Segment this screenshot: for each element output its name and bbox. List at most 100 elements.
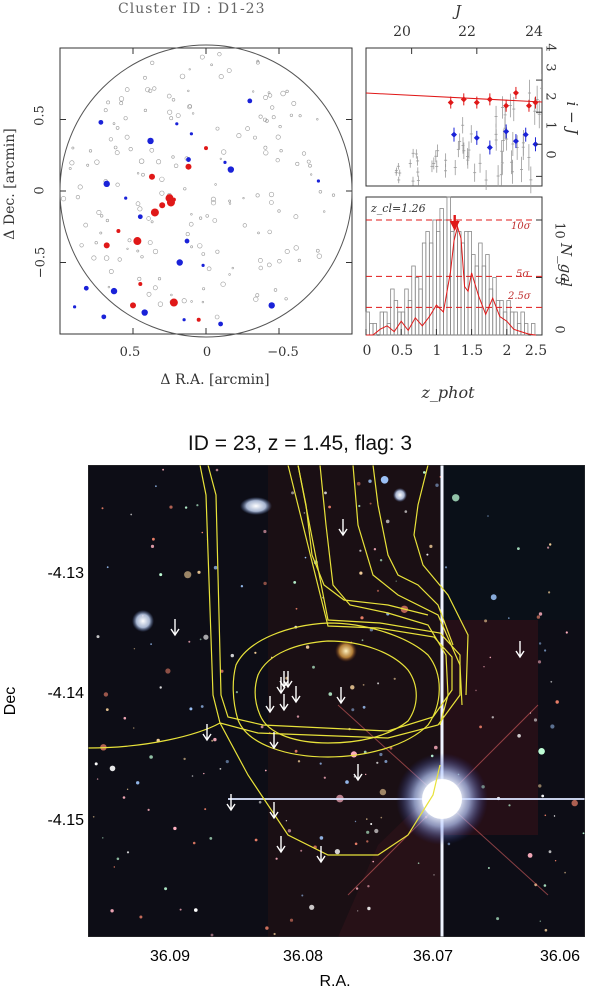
image-y-tick-1: -4.13 — [47, 565, 84, 582]
sky-background-source — [152, 248, 159, 255]
sky-y-tick-2: 0 — [32, 186, 48, 195]
sky-background-source — [119, 101, 124, 106]
member-arrow-icon — [170, 619, 180, 637]
field-source — [293, 581, 297, 584]
field-source — [287, 829, 292, 833]
significance-curve — [366, 225, 542, 336]
sky-background-source — [96, 210, 102, 216]
field-source — [366, 818, 368, 820]
sky-background-source — [117, 257, 122, 262]
field-source — [554, 860, 557, 862]
sky-background-source — [267, 229, 272, 235]
sky-background-source — [270, 105, 275, 110]
sky-background-source — [190, 213, 193, 216]
sky-red-member — [133, 237, 142, 246]
sky-blue-member — [247, 98, 253, 104]
dark-panel-right — [440, 465, 585, 620]
sky-background-source — [107, 285, 111, 289]
sky-background-source — [169, 116, 174, 121]
field-source — [106, 566, 109, 569]
member-arrow-icon — [269, 802, 279, 820]
sky-background-source — [257, 231, 260, 235]
bright-star-core — [422, 779, 462, 819]
sky-background-source — [201, 252, 206, 256]
field-source — [319, 836, 324, 840]
field-source — [363, 750, 367, 754]
sky-background-source — [181, 298, 187, 304]
field-source — [384, 760, 388, 763]
sky-background-source — [228, 202, 232, 205]
sky-background-source — [106, 100, 111, 105]
image-x-tick-2: 36.08 — [282, 948, 324, 965]
sky-background-source — [91, 255, 97, 261]
field-source — [355, 887, 359, 890]
sky-blue-member — [182, 318, 186, 322]
top-figure: Cluster ID : D1-23 Δ Dec. [arcmin] Δ R.A… — [0, 0, 600, 410]
sky-background-source — [253, 135, 257, 140]
field-source — [538, 612, 543, 616]
field-source — [200, 705, 204, 708]
field-source — [273, 932, 276, 936]
cluster-bcg — [335, 640, 357, 662]
sky-background-source — [221, 149, 227, 155]
cmd-right-tick-1: 1 — [542, 121, 558, 130]
sky-background-source — [298, 114, 302, 118]
sky-background-source — [152, 86, 157, 91]
field-source — [417, 862, 420, 864]
sky-background-source — [269, 200, 274, 205]
field-source — [328, 505, 331, 509]
member-arrow-icon — [336, 687, 346, 705]
sky-background-source — [112, 122, 116, 125]
cmd-blue-member — [532, 141, 539, 148]
field-source — [565, 631, 568, 634]
field-source — [373, 548, 377, 551]
field-source — [358, 504, 361, 508]
sky-map-plot — [59, 44, 353, 338]
sigma-label-10: 10σ — [511, 221, 531, 232]
sky-background-source — [199, 216, 203, 220]
field-source — [183, 757, 186, 761]
field-source — [165, 668, 171, 674]
sky-background-source — [108, 269, 114, 274]
sky-background-source — [258, 265, 263, 271]
sky-background-source — [156, 159, 162, 165]
sky-background-source — [141, 172, 145, 177]
image-x-label: R.A. — [319, 973, 351, 990]
sky-background-source — [183, 187, 187, 191]
sky-background-source — [278, 124, 282, 129]
field-source — [258, 800, 262, 804]
field-source — [544, 649, 547, 652]
sky-background-source — [124, 134, 130, 140]
field-source — [367, 885, 370, 888]
sky-x-tick-1: 0.5 — [119, 345, 141, 360]
field-source — [544, 814, 547, 817]
sky-background-source — [79, 243, 84, 248]
field-source — [291, 491, 295, 495]
sky-background-source — [256, 59, 260, 63]
field-source — [184, 571, 192, 579]
field-source — [491, 716, 494, 719]
field-source — [133, 648, 136, 650]
sky-blue-member — [101, 314, 107, 320]
density-contours — [88, 465, 469, 856]
field-source — [296, 715, 300, 718]
field-source — [210, 933, 214, 937]
star-top-center — [393, 488, 407, 502]
hist-x-tick-0p5: 0.5 — [390, 343, 414, 359]
sky-background-source — [143, 75, 147, 80]
sky-background-source — [236, 133, 242, 139]
field-source — [533, 718, 538, 722]
sky-background-source — [206, 266, 212, 272]
hist-bar — [524, 323, 529, 336]
field-source — [429, 544, 433, 548]
image-title: ID = 23, z = 1.45, flag: 3 — [187, 432, 413, 455]
field-source — [541, 794, 545, 798]
sky-red-member — [169, 298, 178, 307]
sigma-label-2p5: 2.5σ — [508, 291, 531, 302]
field-source — [147, 808, 150, 811]
field-source — [350, 751, 357, 758]
sky-background-source — [295, 161, 300, 166]
sky-background-source — [297, 258, 302, 263]
field-source — [537, 660, 542, 664]
cmd-red-member — [512, 89, 519, 96]
